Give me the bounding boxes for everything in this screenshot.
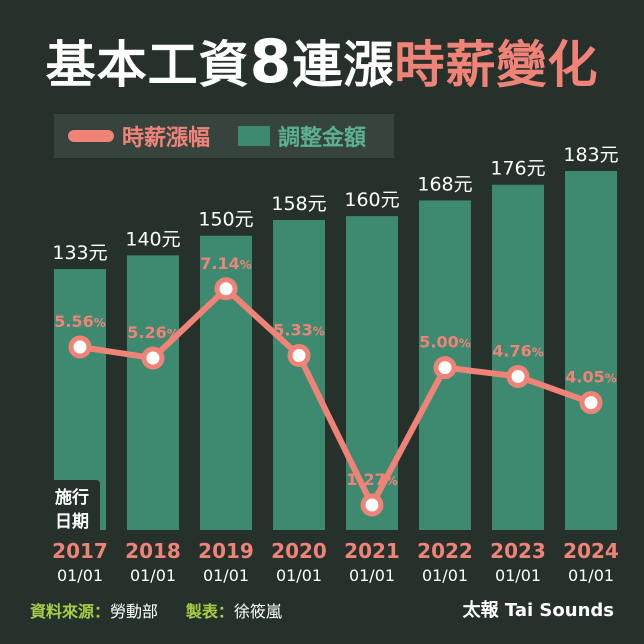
rate-point-2019 <box>214 277 238 301</box>
x-tick-date-2018: 01/01 <box>130 566 176 585</box>
title-number: 8 <box>249 27 293 97</box>
x-tick-date-2019: 01/01 <box>203 566 249 585</box>
x-tick-date-2021: 01/01 <box>349 566 395 585</box>
x-tick-date-2024: 01/01 <box>568 566 614 585</box>
rate-label-2023: 4.76% <box>492 341 544 360</box>
page-title: 基本工資8連漲時薪變化 <box>0 24 644 100</box>
axis-note-line1: 施行 <box>55 488 89 508</box>
x-tick-year-2023: 2023 <box>490 539 546 563</box>
bar-value-label-2019: 150元 <box>198 209 253 231</box>
footer-source: 資料來源：勞動部 製表：徐筱嵐 <box>30 598 282 622</box>
legend-label-amount: 調整金額 <box>278 126 367 151</box>
bar-value-label-2017: 133元 <box>52 242 107 264</box>
source-value: 勞動部 <box>110 602 159 621</box>
title-part3: 時薪變化 <box>394 36 599 94</box>
legend-line-swatch <box>68 130 114 142</box>
rate-label-2018: 5.26% <box>127 323 179 342</box>
bar-2018 <box>127 255 179 530</box>
x-tick-date-2017: 01/01 <box>57 566 103 585</box>
rate-label-2019: 7.14% <box>200 254 252 273</box>
legend-item-rate: 時薪漲幅 <box>68 120 210 152</box>
bar-value-label-2021: 160元 <box>344 189 399 211</box>
x-tick-year-2018: 2018 <box>125 539 181 563</box>
rate-point-2017 <box>68 335 92 359</box>
bar-value-label-2023: 176元 <box>490 158 545 180</box>
x-tick-year-2020: 2020 <box>271 539 327 563</box>
x-tick-year-2024: 2024 <box>563 539 619 563</box>
x-tick-year-2021: 2021 <box>344 539 400 563</box>
rate-label-2017: 5.56% <box>54 312 106 331</box>
rate-point-2020 <box>287 343 311 367</box>
x-tick-date-2022: 01/01 <box>422 566 468 585</box>
made-value: 徐筱嵐 <box>233 602 282 621</box>
rate-label-2021: 1.27% <box>346 470 398 489</box>
bar-2023 <box>492 184 544 530</box>
rate-label-2024: 4.05% <box>565 368 617 387</box>
rate-label-2020: 5.33% <box>273 320 325 339</box>
bar-value-label-2018: 140元 <box>125 228 180 250</box>
title-part2: 連漲 <box>292 36 395 94</box>
x-tick-year-2017: 2017 <box>52 539 108 563</box>
rate-line <box>77 285 594 508</box>
bar-value-label-2024: 183元 <box>563 144 618 166</box>
bar-2024 <box>565 171 617 530</box>
chart-legend: 時薪漲幅 調整金額 <box>54 114 394 158</box>
x-tick-year-2022: 2022 <box>417 539 473 563</box>
rate-point-2024 <box>579 391 603 415</box>
axis-note: 施行 日期 <box>44 480 100 540</box>
rate-point-2018 <box>141 346 165 370</box>
source-label: 資料來源： <box>30 602 111 621</box>
brand-logo-text: 太報 Tai Sounds <box>462 600 614 621</box>
bar-2020 <box>273 220 325 531</box>
legend-item-amount: 調整金額 <box>224 120 366 152</box>
bar-value-label-2022: 168元 <box>417 173 472 195</box>
x-tick-date-2020: 01/01 <box>276 566 322 585</box>
axis-note-line2: 日期 <box>55 512 89 532</box>
rate-label-2022: 5.00% <box>419 333 471 352</box>
rate-point-2022 <box>433 356 457 380</box>
title-part1: 基本工資 <box>45 36 250 94</box>
rate-point-2023 <box>506 364 530 388</box>
x-tick-date-2023: 01/01 <box>495 566 541 585</box>
rate-point-2021 <box>360 493 384 517</box>
made-label: 製表： <box>185 602 234 621</box>
x-tick-year-2019: 2019 <box>198 539 254 563</box>
legend-bar-swatch <box>238 126 271 146</box>
legend-label-rate: 時薪漲幅 <box>122 126 211 151</box>
bar-value-label-2020: 158元 <box>271 193 326 215</box>
